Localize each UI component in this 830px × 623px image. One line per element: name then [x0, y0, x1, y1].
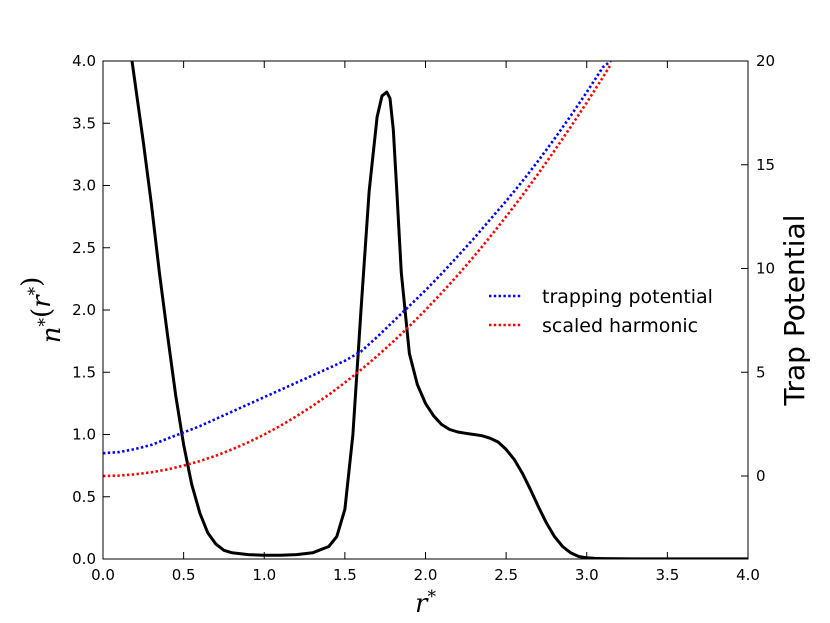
legend-label-scaled-harmonic: scaled harmonic	[542, 315, 698, 337]
y-left-tick-label: 0.5	[72, 488, 96, 506]
x-tick-label: 2.5	[494, 566, 518, 584]
x-tick-label: 3.0	[575, 566, 599, 584]
y-left-tick-label: 3.0	[72, 177, 96, 195]
x-tick-label: 0.5	[172, 566, 196, 584]
legend: trapping potential scaled harmonic	[489, 286, 713, 337]
y-left-tick-label: 0.0	[72, 550, 96, 568]
y-axis-label-right: Trap Potential	[778, 215, 811, 407]
y-right-tick-label: 5	[756, 363, 766, 381]
series-scaled-harmonic	[103, 63, 613, 478]
x-tick-label: 4.0	[736, 566, 760, 584]
x-tick-label: 1.0	[252, 566, 276, 584]
y-left-tick-label: 3.5	[72, 114, 96, 132]
series-trapping-potential	[103, 61, 612, 455]
y-left-tick-label: 2.5	[72, 239, 96, 257]
series-layer	[103, 61, 748, 559]
x-axis-label: r*	[415, 587, 436, 619]
y-right-tick-label: 15	[756, 156, 775, 174]
x-tick-label: 1.5	[333, 566, 357, 584]
y-right-tick-label: 10	[756, 260, 775, 278]
y-left-tick-label: 1.5	[72, 363, 96, 381]
x-tick-label: 0.0	[91, 566, 115, 584]
series-density	[130, 61, 748, 559]
y-right-tick-label: 0	[756, 467, 766, 485]
y-axis-label-left: n*(r*)	[17, 277, 67, 344]
y-right-tick-label: 20	[756, 52, 775, 70]
y-left-tick-label: 2.0	[72, 301, 96, 319]
y-left-tick-label: 1.0	[72, 426, 96, 444]
plot-frame	[102, 60, 749, 560]
legend-label-trapping-potential: trapping potential	[542, 286, 713, 308]
x-tick-label: 2.0	[414, 566, 438, 584]
axes-layer: 0.0 0.5 1.0 1.5 2.0 2.5 3.0 3.5 4.0 0.0 0.5 1.0 1.5 2…	[72, 52, 775, 584]
y-left-tick-label: 4.0	[72, 52, 96, 70]
x-tick-label: 3.5	[655, 566, 679, 584]
